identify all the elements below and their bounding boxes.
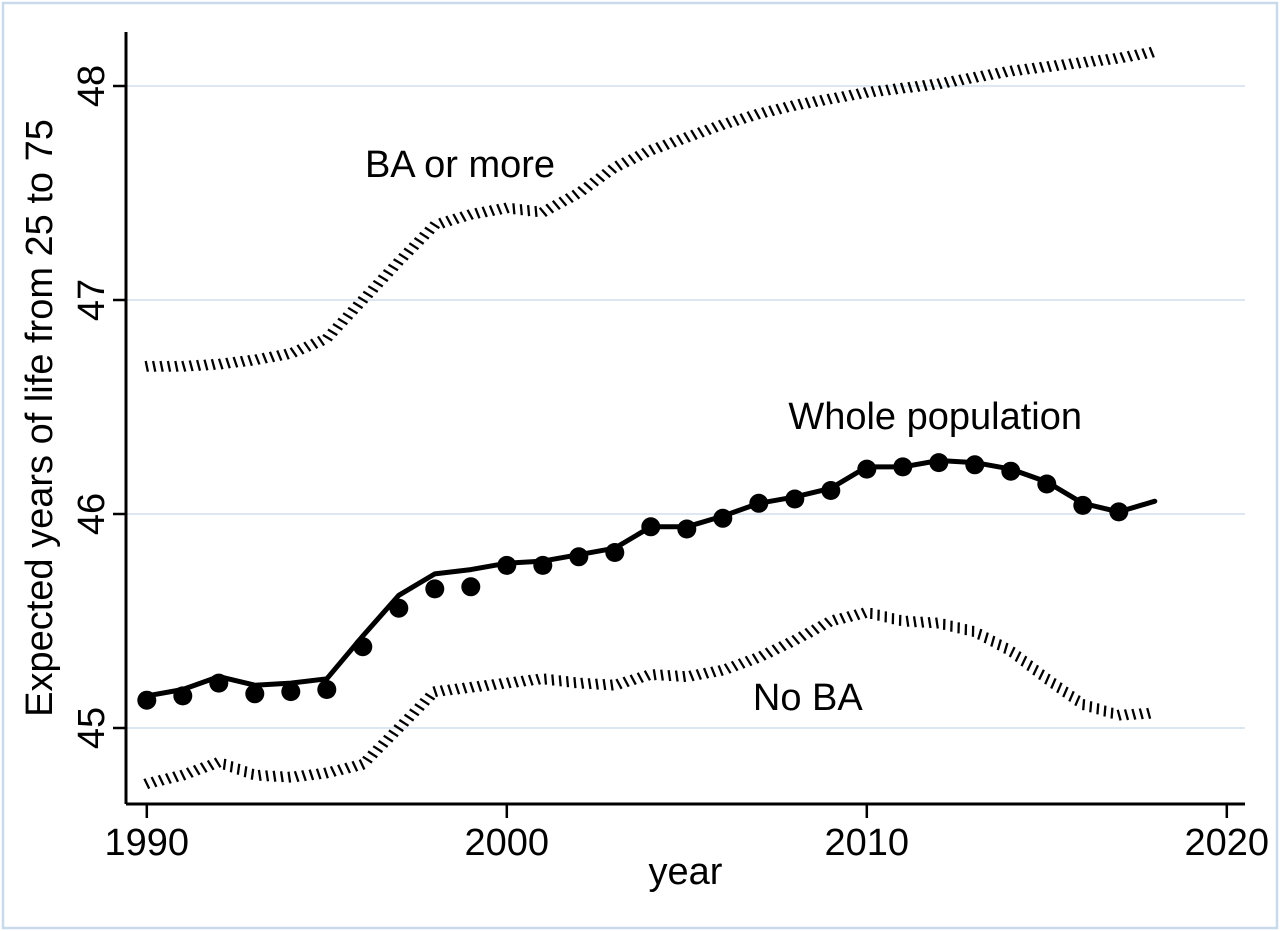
ba-or-more-line <box>144 46 1155 372</box>
whole-population-marker-2002 <box>569 547 589 567</box>
y-axis-title: Expected years of life from 25 to 75 <box>19 119 61 717</box>
whole-population-marker-2009 <box>821 481 841 500</box>
whole-population-marker-1992 <box>209 673 229 693</box>
whole-population-marker-2008 <box>785 489 805 509</box>
x-tick-label-2000: 2000 <box>465 822 550 864</box>
series-label-no-ba: No BA <box>753 677 863 719</box>
whole-population-marker-2017 <box>1109 502 1129 522</box>
x-tick-label-2010: 2010 <box>825 822 910 864</box>
series-label-whole-population: Whole population <box>788 396 1082 438</box>
x-tick-label-1990: 1990 <box>105 822 190 864</box>
whole-population-marker-1993 <box>245 684 265 704</box>
y-tick-label-48: 48 <box>71 65 113 107</box>
whole-population-marker-2013 <box>965 455 985 475</box>
whole-population-marker-1996 <box>353 637 373 657</box>
whole-population-marker-1998 <box>425 579 445 599</box>
whole-population-marker-1995 <box>317 680 337 699</box>
whole-population-marker-2010 <box>857 459 877 479</box>
whole-population-marker-2007 <box>749 493 769 513</box>
no-ba-line <box>143 607 1152 790</box>
whole-population-marker-1994 <box>281 682 301 702</box>
whole-population-marker-2004 <box>641 517 661 537</box>
whole-population-marker-2001 <box>533 555 553 575</box>
whole-population-marker-1997 <box>389 598 409 618</box>
whole-population-marker-1999 <box>461 577 481 597</box>
whole-population-marker-2015 <box>1037 474 1057 494</box>
whole-population-marker-2014 <box>1001 461 1021 481</box>
whole-population-markers <box>137 453 1129 710</box>
y-tick-label-45: 45 <box>71 707 113 749</box>
whole-population-marker-2011 <box>893 457 913 477</box>
whole-population-marker-2016 <box>1073 495 1093 515</box>
whole-population-marker-1991 <box>173 686 193 706</box>
y-tick-label-47: 47 <box>71 279 113 321</box>
whole-population-marker-2006 <box>713 508 733 528</box>
whole-population-marker-2003 <box>605 543 625 562</box>
x-tick-label-2020: 2020 <box>1185 822 1270 864</box>
y-tick-label-46: 46 <box>71 493 113 535</box>
series-label-ba-or-more: BA or more <box>365 144 555 186</box>
whole-population-marker-2000 <box>497 555 517 575</box>
whole-population-marker-2012 <box>929 453 949 473</box>
whole-population-marker-1990 <box>137 690 157 710</box>
whole-population-marker-2005 <box>677 519 697 539</box>
x-axis-title: year <box>649 851 723 893</box>
